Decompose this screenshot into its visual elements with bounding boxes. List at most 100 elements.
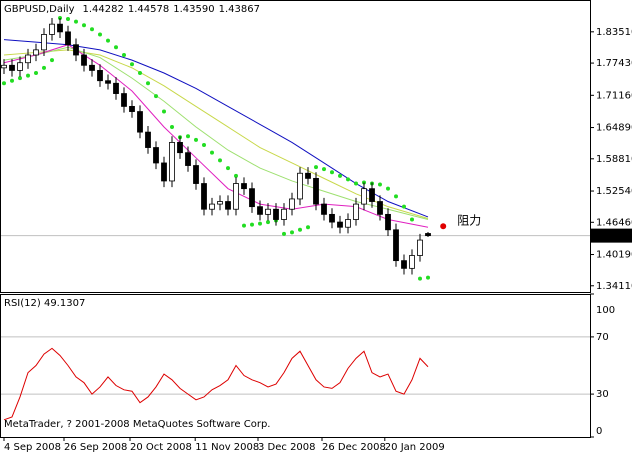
y-tick-label: 1.83510: [596, 27, 632, 38]
candle-body: [201, 183, 207, 210]
sar-dot: [250, 222, 254, 227]
candle-body: [193, 165, 199, 184]
sar-dot: [426, 275, 430, 280]
candle-body: [401, 260, 407, 269]
sar-dot: [290, 230, 294, 235]
candle-body: [49, 23, 55, 35]
candle-body: [33, 49, 39, 56]
ohlc-value: 1.43590: [173, 4, 214, 15]
sar-dot: [162, 109, 166, 114]
sar-dot: [354, 181, 358, 186]
sar-dot: [66, 17, 70, 22]
candle-body: [97, 70, 103, 82]
sar-dot: [146, 81, 150, 86]
main-panel: [0, 0, 591, 293]
candle-body: [121, 93, 127, 107]
sar-dot: [210, 150, 214, 155]
candle-body: [281, 208, 287, 220]
candle-body: [393, 229, 399, 262]
candle-body: [217, 201, 223, 205]
y-tick-label: 100: [596, 305, 615, 316]
candle-body: [129, 106, 135, 112]
candle-body: [337, 221, 343, 228]
y-tick-label: 0: [596, 426, 602, 437]
y-tick-label: 1.71160: [596, 90, 632, 101]
sar-dot: [26, 73, 30, 78]
rsi-panel: [0, 294, 591, 438]
candle-body: [385, 213, 391, 231]
y-tick-label: 1.52540: [596, 186, 632, 197]
candle-body: [113, 82, 119, 94]
sar-dot: [218, 158, 222, 163]
candle-body: [265, 208, 271, 215]
sar-dot: [170, 124, 174, 129]
y-tick-label: 1.58810: [596, 154, 632, 165]
candle-body: [249, 188, 255, 208]
sar-dot: [330, 170, 334, 175]
sar-dot: [226, 166, 230, 171]
current-price-box: [591, 228, 632, 243]
y-tick-label: 1.77430: [596, 58, 632, 69]
candle-body: [137, 111, 143, 133]
ohlc-value: 1.44578: [128, 4, 169, 15]
sar-dot: [50, 58, 54, 63]
candle-body: [361, 188, 367, 205]
y-tick-label: 30: [596, 389, 609, 400]
sar-dot: [138, 71, 142, 75]
y-tick-label: 1.34110: [596, 281, 632, 292]
y-tick-label: 1.46460: [596, 217, 632, 228]
sar-dot: [194, 137, 198, 142]
copyright: MetaTrader, ? 2001-2008 MetaQuotes Softw…: [4, 419, 270, 430]
candle-body: [145, 131, 151, 148]
candle-body: [225, 201, 231, 210]
candle-body: [161, 162, 167, 182]
sar-dot: [234, 173, 238, 178]
candle-body: [169, 142, 175, 182]
candle-body: [321, 203, 327, 215]
sar-dot: [18, 76, 22, 81]
candle-body: [417, 239, 423, 256]
sar-dot: [378, 182, 382, 187]
candle-body: [233, 183, 239, 210]
candle-body: [409, 255, 415, 269]
annotation-text: 阻力: [457, 214, 481, 228]
sar-dot: [10, 78, 14, 83]
ohlc-value: 1.44282: [83, 4, 124, 15]
sar-dot: [186, 134, 190, 139]
candle-body: [57, 23, 63, 33]
sar-dot: [282, 231, 286, 236]
rsi-line: [3, 347, 429, 421]
candle-body: [257, 206, 263, 215]
sar-dot: [2, 81, 6, 86]
y-tick-label: 1.64890: [596, 123, 632, 134]
candle-body: [89, 64, 95, 71]
candle-body: [209, 203, 215, 210]
x-tick-label: 20 Oct 2008: [130, 442, 192, 453]
candle-body: [1, 64, 7, 69]
candle-body: [105, 80, 111, 84]
sar-dot: [402, 204, 406, 209]
chart-title: GBPUSD,Daily: [4, 4, 75, 15]
sar-dot: [74, 19, 78, 24]
x-tick-label: 3 Dec 2008: [258, 442, 316, 453]
candle-body: [185, 152, 191, 166]
candle-body: [313, 177, 319, 205]
candle-body: [289, 198, 295, 210]
sar-dot: [114, 45, 118, 50]
candle-body: [9, 64, 15, 71]
annotation-dot: [440, 223, 447, 230]
x-tick-label: 20 Jan 2009: [385, 442, 445, 453]
sar-dot: [106, 38, 110, 43]
candle-body: [345, 219, 351, 228]
sar-dot: [258, 221, 262, 226]
sar-dot: [202, 142, 206, 147]
sar-dot: [82, 23, 86, 28]
candle-body: [377, 201, 383, 215]
sar-dot: [346, 177, 350, 182]
candle-body: [241, 183, 247, 190]
x-tick-label: 26 Sep 2008: [64, 442, 127, 453]
sar-dot: [338, 173, 342, 178]
sar-dot: [298, 227, 302, 232]
candle-body: [73, 44, 79, 56]
